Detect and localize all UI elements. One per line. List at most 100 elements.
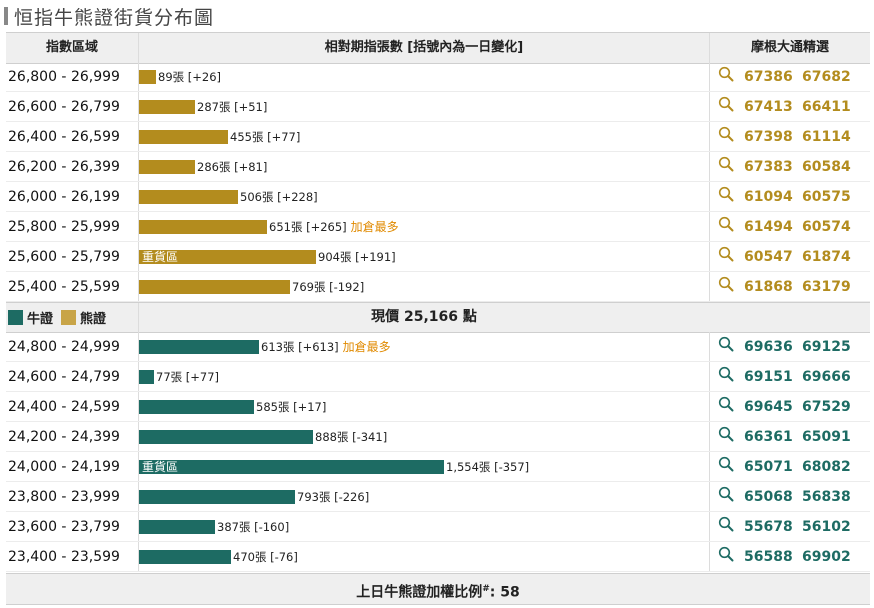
warrant-code-link[interactable]: 60584 [802,159,851,175]
column-divider [138,212,139,242]
bull-row: 24,400 - 24,599 585張 [+17] 69645 67529 [6,392,870,422]
warrant-codes: 67398 61114 [744,122,860,152]
footer-ratio: 上日牛熊證加權比例#: 58 [6,573,870,605]
index-range: 24,600 - 24,799 [8,369,120,385]
search-icon[interactable] [718,246,734,262]
warrant-code-link[interactable]: 69151 [744,369,793,385]
warrant-code-link[interactable]: 63179 [802,279,851,295]
bull-row: 23,400 - 23,599 470張 [-76] 56588 69902 [6,542,870,572]
row-divider [6,511,870,512]
column-divider [138,512,139,542]
bear-row: 25,600 - 25,799 重貨區 904張 [+191] 60547 61874 [6,242,870,272]
column-divider [138,452,139,482]
bar-value-label: 769張 [-192] [292,279,364,295]
column-divider [138,33,139,63]
warrant-code-link[interactable]: 69645 [744,399,793,415]
warrant-code-link[interactable]: 56588 [744,549,793,565]
bear-row: 26,200 - 26,399 286張 [+81] 67383 60584 [6,152,870,182]
warrant-code-link[interactable]: 67383 [744,159,793,175]
warrant-code-link[interactable]: 67682 [802,69,851,85]
search-icon[interactable] [718,486,734,502]
bar-value-label: 585張 [+17] [256,399,326,415]
bull-bar [139,490,295,504]
bar-value-text: 286張 [+81] [197,160,268,174]
column-divider [138,182,139,212]
warrant-code-link[interactable]: 66361 [744,429,793,445]
warrant-code-link[interactable]: 67398 [744,129,793,145]
column-divider [138,362,139,392]
search-icon[interactable] [718,126,734,142]
index-range: 26,800 - 26,999 [8,69,120,85]
row-divider [6,571,870,572]
warrant-code-link[interactable]: 61114 [802,129,851,145]
row-divider [6,541,870,542]
warrant-code-link[interactable]: 65068 [744,489,793,505]
warrant-code-link[interactable]: 60547 [744,249,793,265]
search-icon[interactable] [718,546,734,562]
column-divider [709,272,710,302]
search-icon[interactable] [718,66,734,82]
warrant-code-link[interactable]: 61094 [744,189,793,205]
bear-bar [139,130,228,144]
index-range: 24,800 - 24,999 [8,339,120,355]
row-divider [6,91,870,92]
search-icon[interactable] [718,186,734,202]
search-icon[interactable] [718,426,734,442]
warrant-codes: 65068 56838 [744,482,860,512]
column-divider [709,33,710,63]
warrant-code-link[interactable]: 56102 [802,519,851,535]
warrant-code-link[interactable]: 69125 [802,339,851,355]
search-icon[interactable] [718,516,734,532]
warrant-code-link[interactable]: 55678 [744,519,793,535]
bear-bar [139,190,238,204]
warrant-code-link[interactable]: 67413 [744,99,793,115]
warrant-code-link[interactable]: 56838 [802,489,851,505]
bar-value-text: 793張 [-226] [297,490,370,504]
warrant-code-link[interactable]: 60575 [802,189,851,205]
warrant-codes: 55678 56102 [744,512,860,542]
warrant-code-link[interactable]: 65071 [744,459,793,475]
bull-bar [139,400,254,414]
bar-value-label: 651張 [+265] 加倉最多 [269,219,399,235]
warrant-code-link[interactable]: 60574 [802,219,851,235]
warrant-code-link[interactable]: 61868 [744,279,793,295]
index-range: 26,200 - 26,399 [8,159,120,175]
bear-swatch [61,310,77,325]
row-divider [6,241,870,242]
column-divider [138,122,139,152]
heavy-zone-label: 重貨區 [142,460,179,474]
current-price-suffix: 點 [462,309,477,325]
column-divider [709,452,710,482]
column-divider [138,272,139,302]
warrant-codes: 66361 65091 [744,422,860,452]
warrant-code-link[interactable]: 69902 [802,549,851,565]
bar-value-label: 793張 [-226] [297,489,369,505]
footer-text: 上日牛熊證加權比例 [356,584,483,601]
search-icon[interactable] [718,336,734,352]
search-icon[interactable] [718,456,734,472]
warrant-code-link[interactable]: 68082 [802,459,851,475]
search-icon[interactable] [718,276,734,292]
warrant-codes: 60547 61874 [744,242,860,272]
bull-swatch [8,310,23,325]
bar-value-text: 470張 [-76] [233,550,298,564]
warrant-code-link[interactable]: 66411 [802,99,851,115]
current-price-row: 牛證 熊證 現價 25,166 點 [6,302,870,333]
bar-value-label: 77張 [+77] [156,369,219,385]
warrant-code-link[interactable]: 65091 [802,429,851,445]
search-icon[interactable] [718,366,734,382]
column-divider [709,182,710,212]
search-icon[interactable] [718,96,734,112]
warrant-code-link[interactable]: 69636 [744,339,793,355]
warrant-codes: 61094 60575 [744,182,860,212]
warrant-code-link[interactable]: 69666 [802,369,851,385]
warrant-codes: 61868 63179 [744,272,860,302]
warrant-code-link[interactable]: 67386 [744,69,793,85]
search-icon[interactable] [718,156,734,172]
bear-row: 26,400 - 26,599 455張 [+77] 67398 61114 [6,122,870,152]
search-icon[interactable] [718,216,734,232]
warrant-code-link[interactable]: 61874 [802,249,851,265]
warrant-code-link[interactable]: 61494 [744,219,793,235]
search-icon[interactable] [718,396,734,412]
warrant-code-link[interactable]: 67529 [802,399,851,415]
